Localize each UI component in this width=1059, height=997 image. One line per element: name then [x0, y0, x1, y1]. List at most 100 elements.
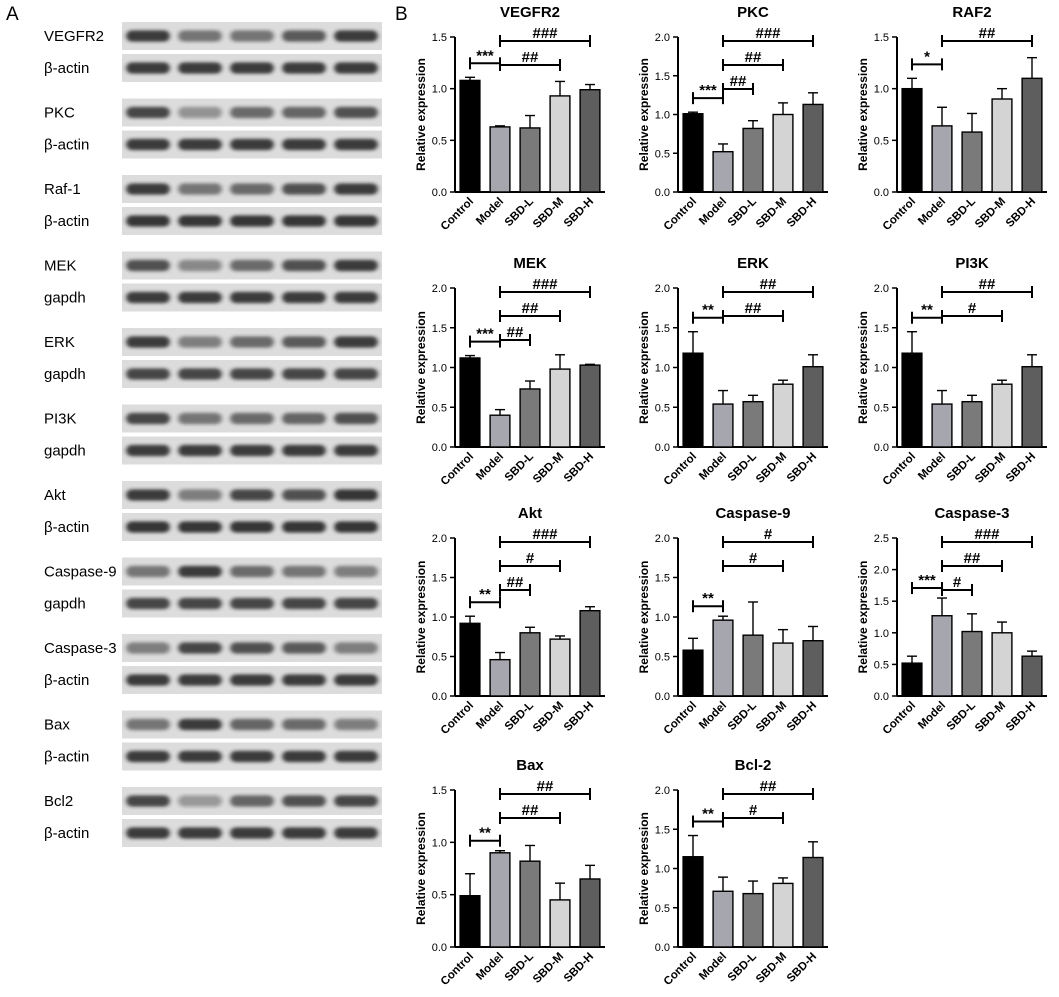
blot-band — [282, 106, 326, 119]
x-tick-label: Model — [697, 451, 729, 483]
blot-strip-loading-6: β-actin — [44, 513, 382, 541]
blot-band — [178, 521, 222, 533]
blot-band — [178, 642, 222, 654]
significance-label: ### — [532, 526, 558, 543]
blot-label-loading-2: β-actin — [44, 213, 89, 230]
significance-label: ## — [507, 574, 524, 591]
y-axis-label: Relative expression — [414, 812, 428, 925]
blot-label-loading-8: β-actin — [44, 672, 89, 689]
blot-band — [230, 750, 274, 763]
significance-label: ### — [532, 25, 558, 42]
significance-label: ## — [745, 49, 762, 66]
chart-2: RAF2 Relative expression 0.0 0.5 1.0 1.5 Contr… — [856, 4, 1047, 233]
x-tick-label: Model — [474, 451, 506, 483]
blot-band — [126, 674, 170, 686]
y-tick-label: 1.0 — [874, 363, 889, 375]
blot-label-loading-3: gapdh — [44, 290, 86, 307]
x-tick-label: SBD-L — [726, 451, 759, 484]
blot-band — [230, 106, 274, 119]
significance-label: ## — [760, 276, 777, 293]
blot-band — [334, 718, 378, 731]
bar-SBD-M — [549, 638, 571, 697]
blot-band — [334, 489, 378, 501]
blot-band — [230, 412, 274, 425]
blot-strip-target-9: Bax — [44, 710, 382, 739]
blot-label-loading-7: gapdh — [44, 596, 86, 613]
blot-band — [334, 412, 378, 425]
x-tick-label: Model — [916, 700, 948, 732]
x-tick-label: SBD-M — [973, 700, 1008, 735]
significance-label: ## — [522, 300, 539, 317]
bar-Control — [459, 357, 481, 448]
bar-SBD-M — [549, 899, 571, 948]
blot-band — [282, 412, 326, 425]
blot-band — [126, 138, 170, 151]
blot-band — [178, 795, 222, 807]
y-tick-label: 2.0 — [432, 283, 447, 295]
x-tick-label: Model — [916, 196, 948, 228]
blot-band — [178, 489, 222, 501]
blot-band — [282, 718, 326, 731]
blot-strip-loading-7: gapdh — [44, 589, 382, 618]
bar-Model — [489, 658, 511, 697]
y-tick-label: 0.5 — [874, 402, 889, 414]
blot-strip-target-2: Raf-1 — [44, 175, 382, 203]
y-tick-label: 1.5 — [432, 785, 447, 797]
blot-label-target-8: Caspase-3 — [44, 640, 117, 657]
blot-strip-loading-2: β-actin — [44, 207, 382, 235]
x-tick-label: SBD-M — [973, 451, 1008, 486]
x-tick-label: SBD-H — [1004, 451, 1038, 485]
y-tick-label: 1.0 — [432, 363, 447, 375]
y-tick-label: 1.0 — [655, 110, 670, 122]
blot-band — [334, 597, 378, 610]
y-tick-label: 1.0 — [655, 612, 670, 624]
blot-band — [126, 30, 170, 42]
blot-strip-target-7: Caspase-9 — [44, 557, 382, 586]
chart-7: Caspase-9 Relative expression 0.0 0.5 1.0 1.5… — [637, 505, 828, 737]
x-tick-label: SBD-H — [562, 451, 596, 485]
significance-label: ## — [745, 300, 762, 317]
bar-Model — [489, 126, 511, 193]
significance-label: ** — [702, 806, 714, 823]
bar-SBD-M — [991, 383, 1013, 448]
x-tick-label: SBD-H — [1004, 700, 1038, 734]
blot-label-target-9: Bax — [44, 717, 70, 734]
blot-band — [126, 444, 170, 457]
bar-Model — [931, 403, 953, 448]
bar-Model — [712, 403, 734, 448]
bar-SBD-M — [549, 368, 571, 448]
y-tick-label: 1.0 — [874, 84, 889, 96]
chart-1: PKC Relative expression 0.0 0.5 1.0 1.5 2.0 Con… — [637, 4, 828, 233]
y-axis-label: Relative expression — [414, 561, 428, 674]
blot-band — [178, 565, 222, 578]
y-tick-label: 2.0 — [655, 283, 670, 295]
chart-0: VEGFR2 Relative expression 0.0 0.5 1.0 1.5 Con… — [414, 4, 605, 233]
x-tick-label: Model — [697, 951, 729, 983]
x-tick-label: SBD-H — [785, 951, 819, 985]
significance-label: ## — [979, 276, 996, 293]
x-tick-label: SBD-H — [785, 451, 819, 485]
bar-SBD-L — [519, 127, 541, 193]
bar-SBD-L — [519, 860, 541, 948]
x-tick-label: SBD-L — [945, 196, 978, 229]
y-tick-label: 1.5 — [874, 596, 889, 608]
bar-SBD-H — [579, 609, 601, 697]
bar-SBD-H — [579, 878, 601, 948]
blot-label-loading-0: β-actin — [44, 60, 89, 77]
y-tick-label: 0.5 — [655, 652, 670, 664]
bar-SBD-L — [519, 388, 541, 448]
y-tick-label: 1.5 — [432, 32, 447, 44]
x-tick-label: SBD-L — [503, 951, 536, 984]
blot-band — [178, 444, 222, 457]
blot-band — [282, 642, 326, 654]
blot-strip-loading-8: β-actin — [44, 666, 382, 694]
y-tick-label: 0.0 — [432, 187, 447, 199]
chart-title: PKC — [737, 4, 769, 21]
x-tick-label: Control — [439, 451, 476, 488]
blot-band — [334, 795, 378, 807]
significance-label: *** — [476, 326, 494, 343]
blot-label-target-7: Caspase-9 — [44, 564, 117, 581]
x-tick-label: SBD-L — [945, 451, 978, 484]
y-tick-label: 0.0 — [655, 691, 670, 703]
